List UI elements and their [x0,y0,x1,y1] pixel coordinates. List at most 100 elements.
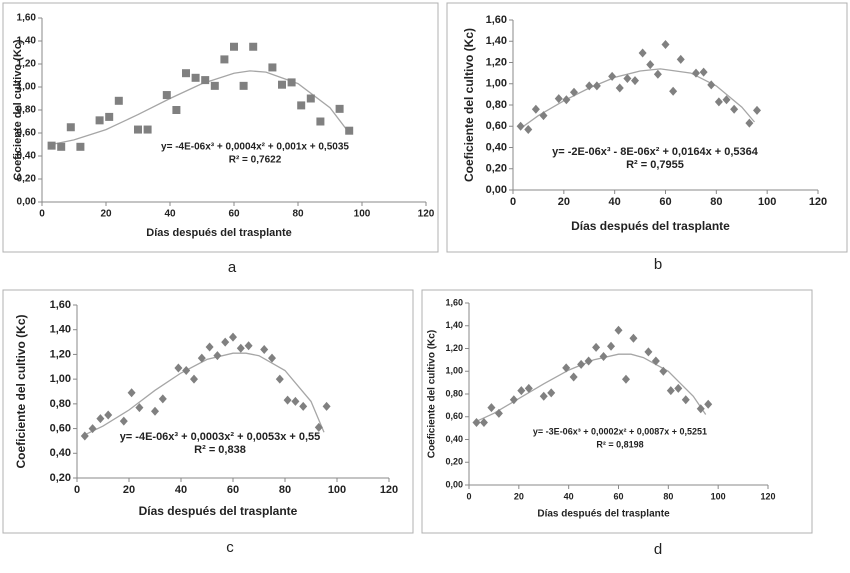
data-point [314,422,323,432]
trend-equation: y= -3E-06x³ + 0,0002x² + 0,0087x + 0,525… [533,426,707,436]
y-tick-label: 0,00 [17,197,37,208]
data-point [653,69,662,79]
r-squared: R² = 0,8198 [596,439,643,449]
x-tick-label: 0 [74,484,80,496]
y-tick-label: 0,80 [486,99,507,111]
x-tick-label: 40 [175,484,187,496]
data-point [268,63,277,72]
data-point [278,80,286,89]
data-point [190,374,198,384]
x-tick-label: 60 [228,209,240,220]
data-point [539,111,548,121]
trend-equation: y= -4E-06x³ + 0,0004x² + 0,001x + 0,5035 [161,142,349,153]
data-point [316,117,325,126]
data-point [291,396,300,406]
data-point [592,342,601,352]
data-point [608,71,617,81]
y-axis-title: Coeficiente del cultivo (Kc) [14,314,28,468]
data-point [158,394,167,404]
y-tick-label: 1,60 [486,14,507,26]
y-tick-label: 1,00 [486,78,507,90]
x-tick-label: 120 [760,491,775,501]
data-point [681,395,690,405]
y-tick-label: 0,20 [17,174,37,185]
data-point [119,416,128,426]
y-tick-label: 0,20 [486,163,507,175]
x-tick-label: 120 [809,196,827,208]
data-point [524,383,533,393]
data-point [516,121,525,131]
data-point [569,372,578,382]
y-tick-label: 0,80 [445,388,463,398]
data-point [260,344,269,354]
data-point [699,67,708,77]
x-tick-label: 40 [609,196,621,208]
x-tick-label: 100 [354,209,371,220]
y-axis-title: Coeficiente del cultivo (Kc) [427,330,438,458]
x-tick-label: 20 [123,484,135,496]
x-tick-label: 20 [514,491,524,501]
data-point [283,395,292,405]
x-tick-label: 80 [279,484,291,496]
data-point [631,76,639,86]
data-point [584,356,593,366]
panel-label: b [654,256,662,273]
y-tick-label: 0,80 [17,105,37,116]
x-tick-label: 100 [758,196,776,208]
x-tick-label: 80 [663,491,673,501]
data-point [95,116,104,125]
data-point [666,386,675,396]
x-tick-label: 0 [39,209,45,220]
data-point [524,124,533,134]
x-axis-title: Días después del trasplante [571,219,730,233]
x-tick-label: 40 [164,209,176,220]
data-point [676,54,685,64]
data-point [306,94,315,103]
x-tick-label: 0 [466,491,471,501]
data-point [182,69,190,78]
y-tick-label: 1,60 [50,299,71,311]
y-tick-label: 0,40 [445,434,463,444]
data-point [105,112,114,121]
x-axis-title: Días después del trasplante [146,227,292,239]
data-point [205,342,214,352]
data-point [239,81,248,90]
data-point [236,343,245,353]
data-point [629,333,638,343]
data-point [615,83,624,93]
y-tick-label: 0,00 [445,479,463,489]
y-tick-label: 1,20 [17,59,37,70]
y-tick-label: 1,40 [50,324,71,336]
x-tick-label: 120 [380,484,398,496]
data-point [651,356,660,366]
y-tick-label: 1,20 [445,343,463,353]
y-tick-label: 0,40 [50,447,71,459]
data-point [335,104,344,113]
data-point [707,80,716,90]
data-point [80,431,89,441]
data-point [472,417,481,427]
data-point [531,104,540,114]
data-point [517,386,526,396]
x-tick-label: 100 [328,484,346,496]
r-squared: R² = 0,7955 [626,159,684,171]
data-point [570,87,578,97]
panel-label: d [654,541,662,558]
data-point [577,359,586,369]
data-point [275,374,284,384]
data-point [182,365,191,375]
r-squared: R² = 0,838 [194,444,246,456]
data-point [753,105,761,115]
data-point [614,325,623,335]
trend-equation: y= -2E-06x³ - 8E-06x² + 0,0164x + 0,5364 [552,146,759,158]
data-point [730,104,739,114]
y-axis-title: Coeficiente del cultivo (Kc) [462,28,476,182]
data-point [66,123,75,132]
data-point [487,403,496,413]
y-tick-label: 1,40 [486,35,507,47]
data-point [76,142,85,151]
data-point [135,403,144,413]
x-tick-label: 0 [510,196,516,208]
data-point [299,401,308,411]
